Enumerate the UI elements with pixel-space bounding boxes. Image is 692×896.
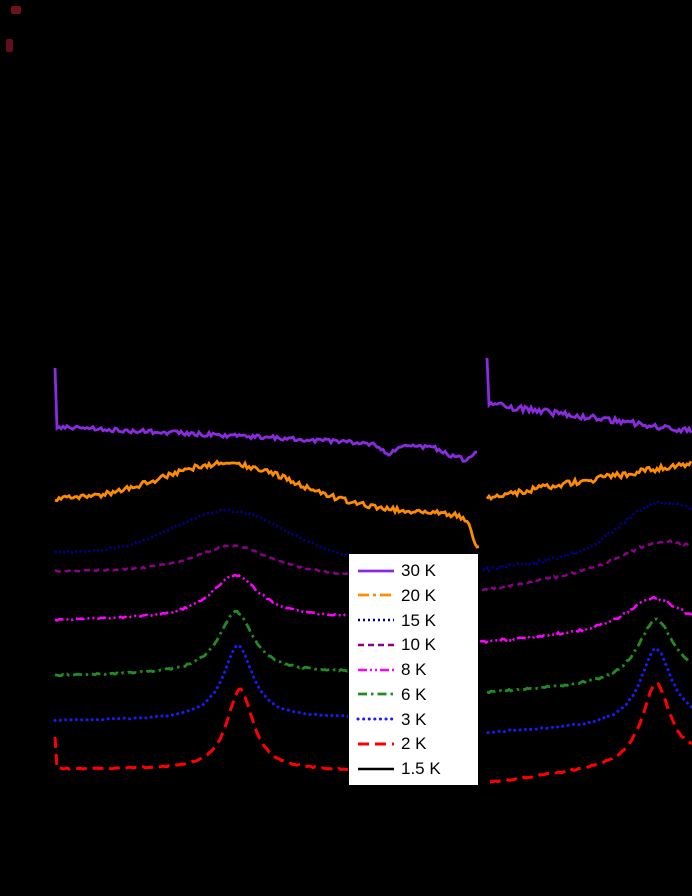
series-curve-30-k bbox=[485, 357, 692, 435]
series-curve-20-k bbox=[485, 460, 692, 502]
legend-line-sample bbox=[358, 569, 394, 572]
series-curve-8-k bbox=[479, 595, 692, 645]
legend-item: 6 K bbox=[356, 683, 476, 706]
legend-item: 1.5 K bbox=[356, 757, 476, 780]
legend-line-sample bbox=[358, 742, 394, 746]
series-curve-30-k bbox=[53, 367, 477, 463]
legend-label: 20 K bbox=[401, 585, 436, 605]
legend: 30 K 20 K 15 K 10 K 8 K 6 K 3 K 2 K 1.5 K bbox=[348, 553, 479, 786]
legend-label: 2 K bbox=[401, 734, 427, 754]
legend-label: 6 K bbox=[401, 684, 427, 704]
legend-item: 3 K bbox=[356, 708, 476, 731]
legend-item: 15 K bbox=[356, 609, 476, 632]
legend-line-sample bbox=[358, 692, 394, 696]
series-curve-20-k bbox=[54, 459, 480, 549]
legend-line-sample bbox=[356, 717, 396, 721]
legend-line-sample bbox=[358, 643, 394, 646]
legend-label: 1.5 K bbox=[401, 759, 441, 778]
series-curve-1.5-k bbox=[54, 708, 478, 802]
legend-label: 3 K bbox=[401, 709, 427, 729]
series-curve-1.5-k bbox=[489, 707, 692, 807]
legend-item: 20 K bbox=[356, 584, 476, 607]
legend-item: 10 K bbox=[356, 633, 476, 656]
series-curve-3-k bbox=[486, 646, 692, 735]
series-curve-2-k bbox=[489, 681, 692, 784]
legend-label: 30 K bbox=[401, 561, 436, 580]
legend-line-sample bbox=[358, 618, 394, 622]
stray-mark bbox=[11, 6, 21, 14]
legend-item: 2 K bbox=[356, 732, 476, 755]
legend-label: 8 K bbox=[401, 660, 427, 679]
legend-label: 15 K bbox=[401, 610, 436, 630]
legend-item: 30 K bbox=[356, 559, 476, 582]
series-curve-10-k bbox=[54, 544, 478, 583]
legend-item: 8 K bbox=[356, 658, 476, 681]
legend-line-sample bbox=[358, 593, 394, 597]
stray-mark bbox=[6, 39, 13, 52]
series-curve-6-k bbox=[486, 617, 692, 695]
legend-line-sample bbox=[358, 668, 394, 671]
legend-line-sample bbox=[358, 767, 394, 770]
series-curve-15-k bbox=[482, 499, 692, 574]
legend-label: 10 K bbox=[401, 635, 436, 655]
